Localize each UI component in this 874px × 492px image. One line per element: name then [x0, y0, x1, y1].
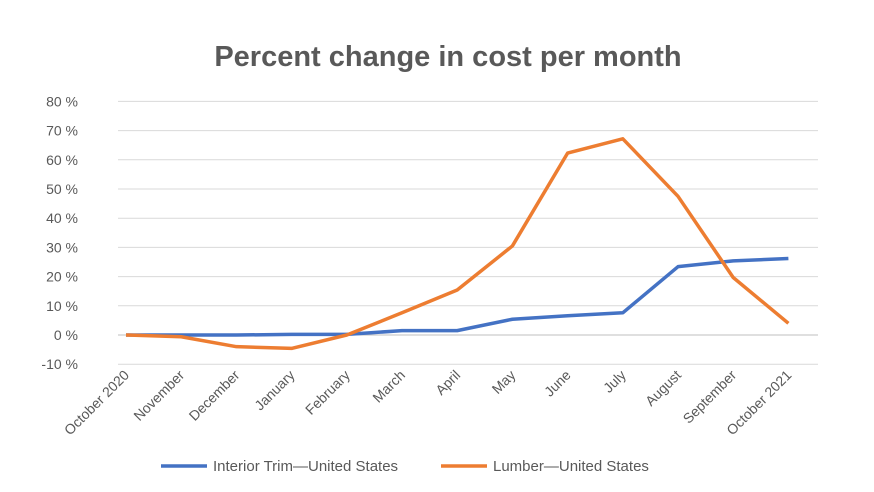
y-tick-label: 60 %	[46, 152, 78, 168]
x-tick-label: February	[302, 367, 353, 418]
y-tick-label: 0 %	[54, 327, 78, 343]
series-line-1	[125, 137, 790, 351]
y-tick-label: 20 %	[46, 269, 78, 285]
y-tick-label: 70 %	[46, 123, 78, 139]
x-tick-label: January	[251, 367, 298, 414]
x-tick-label: October 2020	[61, 367, 132, 438]
legend-label: Lumber—United States	[493, 458, 649, 475]
x-tick-label: June	[541, 367, 574, 400]
y-tick-label: 50 %	[46, 181, 78, 197]
x-tick-label: April	[432, 367, 463, 398]
series-line-0	[126, 256, 789, 337]
y-tick-label: 40 %	[46, 210, 78, 226]
legend-label: Interior Trim—United States	[213, 458, 398, 475]
x-tick-label: July	[600, 367, 629, 396]
x-tick-label: August	[642, 367, 684, 409]
y-tick-label: -10 %	[41, 356, 78, 372]
y-tick-label: 10 %	[46, 298, 78, 314]
x-tick-label: December	[186, 367, 243, 424]
y-tick-label: 80 %	[46, 93, 78, 109]
chart-title: Percent change in cost per month	[214, 41, 681, 73]
x-tick-label: May	[489, 367, 519, 397]
y-tick-label: 30 %	[46, 239, 78, 255]
x-tick-label: September	[680, 367, 740, 427]
x-tick-label: March	[369, 367, 408, 406]
x-tick-label: November	[130, 367, 187, 424]
